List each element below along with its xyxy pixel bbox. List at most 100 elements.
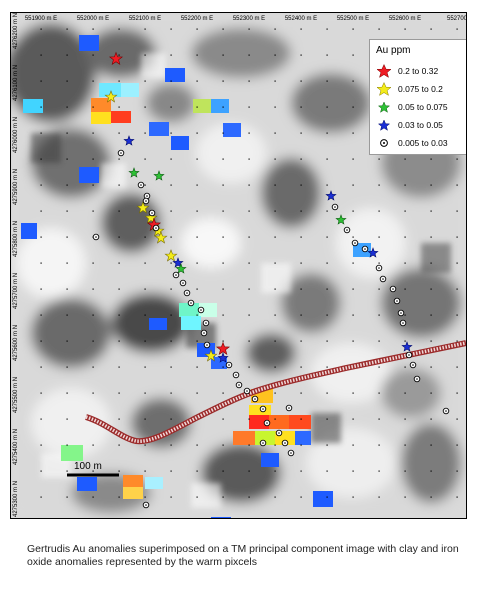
anomaly-pixel xyxy=(121,83,139,97)
sample-star xyxy=(144,211,158,224)
grid-dot xyxy=(300,210,302,212)
grid-dot xyxy=(456,262,458,264)
grid-dot xyxy=(456,288,458,290)
anomaly-pixel xyxy=(211,99,229,113)
grid-dot xyxy=(378,418,380,420)
grid-dot xyxy=(196,236,198,238)
grid-dot xyxy=(378,340,380,342)
grid-dot xyxy=(430,444,432,446)
sample-circle-dot xyxy=(228,364,230,366)
grid-dot xyxy=(66,288,68,290)
grid-dot xyxy=(326,418,328,420)
anomaly-pixel xyxy=(145,477,163,489)
grid-dot xyxy=(430,470,432,472)
grid-dot xyxy=(144,262,146,264)
sample-star xyxy=(164,249,178,262)
sample-circle-dot xyxy=(392,288,394,290)
anomaly-pixel xyxy=(21,223,37,239)
easting-labels: 551900 m E 552000 m E 552100 m E 552200 m E… xyxy=(25,16,466,22)
grid-dot xyxy=(118,132,120,134)
grid-dot xyxy=(378,392,380,394)
grid-dot xyxy=(352,288,354,290)
grid-dot xyxy=(326,106,328,108)
grid-dot xyxy=(404,496,406,498)
easting-tick-label: 552300 m E xyxy=(233,16,265,22)
grid-dot xyxy=(326,80,328,82)
sample-circle-dot xyxy=(354,242,356,244)
grid-dot xyxy=(144,54,146,56)
grid-dot xyxy=(430,314,432,316)
grid-dot xyxy=(40,418,42,420)
grid-dot xyxy=(222,418,224,420)
sample-star xyxy=(335,214,347,225)
grid-dot xyxy=(40,106,42,108)
grid-dot xyxy=(144,418,146,420)
grid-dot xyxy=(222,288,224,290)
grid-dot xyxy=(118,392,120,394)
sample-circle-dot xyxy=(416,378,418,380)
legend-item-mid: 0.075 to 0.2 xyxy=(374,82,443,96)
grid-dot xyxy=(196,28,198,30)
grid-dot xyxy=(222,496,224,498)
anomaly-pixel xyxy=(91,112,111,124)
sample-star xyxy=(217,352,229,363)
grid-dot xyxy=(222,392,224,394)
grid-dot xyxy=(40,444,42,446)
sample-circle-dot xyxy=(400,312,402,314)
grid-dot xyxy=(248,106,250,108)
legend-star xyxy=(377,119,391,131)
grid-dot xyxy=(378,470,380,472)
grid-dot xyxy=(92,444,94,446)
grid-dot xyxy=(326,54,328,56)
grid-dot xyxy=(326,392,328,394)
sample-star xyxy=(401,341,413,352)
grid-dot xyxy=(352,54,354,56)
grid-dot xyxy=(196,392,198,394)
grid-dot xyxy=(118,470,120,472)
grid-dot xyxy=(40,54,42,56)
sample-star xyxy=(104,90,118,103)
anomaly-pixel xyxy=(149,122,169,136)
grid-dot xyxy=(118,210,120,212)
sample-circle-dot xyxy=(334,206,336,208)
grid-dot xyxy=(274,184,276,186)
grid-dot xyxy=(170,340,172,342)
anomaly-pixel xyxy=(295,431,311,445)
sample-circle-dot xyxy=(120,152,122,154)
grid-dot xyxy=(196,340,198,342)
grid-dot xyxy=(378,262,380,264)
anomaly-pixel xyxy=(61,445,83,461)
map-frame[interactable]: 100 m 551900 m E 552000 m E 552100 m E 5522… xyxy=(10,12,467,519)
grid-dot xyxy=(170,236,172,238)
grid-dot xyxy=(196,80,198,82)
grid-dot xyxy=(300,184,302,186)
grid-dot xyxy=(144,288,146,290)
grid-dot xyxy=(196,210,198,212)
grid-dot xyxy=(404,366,406,368)
grid-dot xyxy=(40,158,42,160)
sample-circle-dot xyxy=(284,442,286,444)
grid-dot xyxy=(66,54,68,56)
grid-dot xyxy=(66,366,68,368)
grid-dot xyxy=(92,158,94,160)
grid-dot xyxy=(40,340,42,342)
grid-dot xyxy=(118,80,120,82)
grid-dot xyxy=(222,106,224,108)
grid-dot xyxy=(170,392,172,394)
grid-dot xyxy=(170,28,172,30)
sample-circle-dot xyxy=(254,398,256,400)
red-star-icon xyxy=(374,64,394,78)
grid-dot xyxy=(92,262,94,264)
grid-dot xyxy=(378,210,380,212)
grid-dot xyxy=(248,210,250,212)
grid-dot xyxy=(274,28,276,30)
legend-label: 0.03 to 0.05 xyxy=(398,120,443,130)
grid-dot xyxy=(92,210,94,212)
anomaly-pixel xyxy=(165,68,185,82)
grid-dot xyxy=(352,158,354,160)
grid-dot xyxy=(352,262,354,264)
grid-dot xyxy=(144,470,146,472)
sample-circle-dot xyxy=(145,200,147,202)
grid-dot xyxy=(300,54,302,56)
grid-dot xyxy=(92,54,94,56)
